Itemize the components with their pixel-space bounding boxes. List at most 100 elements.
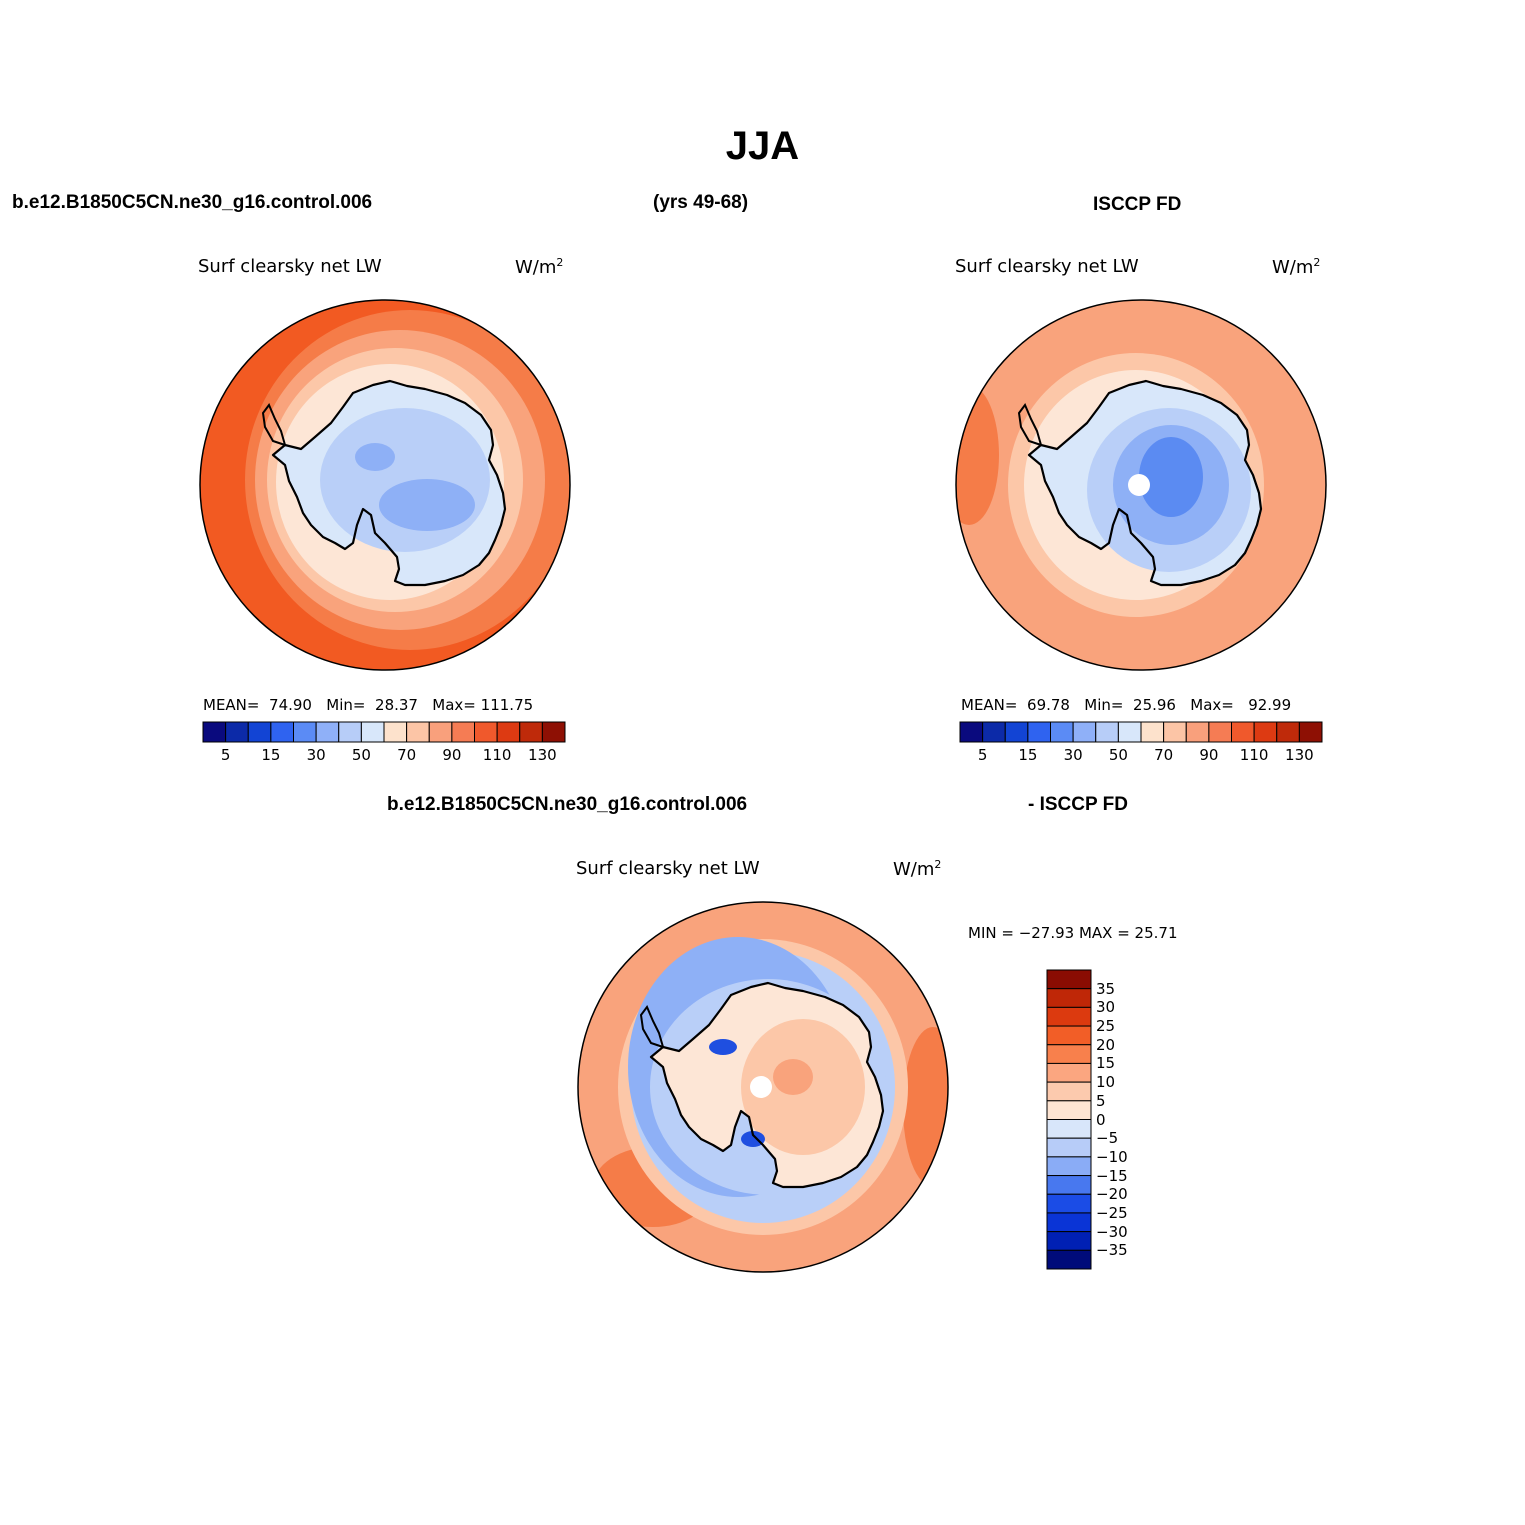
model-colorbar-ticks: 5 15 30 50 70 90 110 130: [203, 746, 565, 766]
map-border: [199, 299, 571, 671]
colorbar-tick-label: 0: [1096, 1110, 1106, 1129]
colorbar-swatch: [1046, 1100, 1092, 1120]
pole-hole: [750, 1076, 772, 1098]
field-east-orange: [903, 1027, 948, 1187]
obs-mean-value: 69.78: [1027, 696, 1070, 714]
right-case-label: ISCCP FD: [1093, 194, 1182, 215]
colorbar-tick-label: −25: [1096, 1203, 1128, 1222]
colorbar-tick-label: −10: [1096, 1147, 1128, 1166]
colorbar-tick-label: 70: [397, 746, 417, 764]
colorbar-swatch: [1004, 721, 1029, 743]
colorbar-swatch: [1046, 1156, 1092, 1177]
map-field-layer: [956, 300, 1326, 670]
obs-colorbar: [959, 721, 1323, 743]
obs-colorbar-ticks: 5 15 30 50 70 90 110 130: [960, 746, 1322, 766]
field-west-orange: [956, 385, 999, 525]
colorbar-swatch: [338, 721, 362, 743]
diff-colorbar: [1046, 969, 1092, 1270]
colorbar-swatch: [1046, 1193, 1092, 1214]
colorbar-swatch: [428, 721, 453, 743]
colorbar-tick-label: 15: [1018, 746, 1038, 764]
colorbar-swatch: [1046, 1231, 1092, 1251]
colorbar-swatch: [247, 721, 272, 743]
colorbar-swatch: [1140, 721, 1165, 743]
model-colorbar: [202, 721, 566, 743]
colorbar-swatch: [270, 721, 294, 743]
colorbar-swatch: [1046, 988, 1092, 1008]
colorbar-tick-label: −15: [1096, 1166, 1128, 1185]
diff-variable-label: Surf clearsky net LW: [576, 858, 760, 879]
map-border: [577, 901, 949, 1273]
colorbar-swatch: [406, 721, 430, 743]
colorbar-swatch: [1117, 721, 1142, 743]
antarctic-peninsula-coastline: [639, 1005, 665, 1049]
colorbar-swatch: [1046, 1081, 1092, 1102]
colorbar-tick-label: 30: [306, 746, 326, 764]
antarctic-peninsula-coastline: [261, 403, 287, 447]
obs-min-value: 25.96: [1133, 696, 1176, 714]
colorbar-tick-label: 5: [220, 746, 231, 764]
colorbar-tick-label: 30: [1063, 746, 1083, 764]
colorbar-tick-label: −5: [1096, 1129, 1119, 1148]
colorbar-tick-label: 70: [1154, 746, 1174, 764]
field-ross-deep-blue: [741, 1131, 765, 1147]
colorbar-swatch: [1046, 1044, 1092, 1064]
antarctic-peninsula-coastline: [1017, 403, 1043, 447]
colorbar-swatch: [1027, 721, 1051, 743]
colorbar-swatch: [1046, 1119, 1092, 1139]
field-plateau-mid-blue: [379, 479, 475, 531]
colorbar-tick-label: 30: [1096, 998, 1116, 1017]
colorbar-tick-label: 90: [1199, 746, 1219, 764]
model-variable-label: Surf clearsky net LW: [198, 256, 382, 277]
colorbar-tick-label: 90: [442, 746, 462, 764]
obs-variable-label: Surf clearsky net LW: [955, 256, 1139, 277]
colorbar-swatch: [1276, 721, 1300, 743]
model-max-value: 111.75: [480, 696, 534, 714]
colorbar-swatch: [1046, 1249, 1092, 1270]
colorbar-tick-label: 5: [977, 746, 988, 764]
colorbar-swatch: [1072, 721, 1097, 743]
colorbar-tick-label: 50: [351, 746, 371, 764]
colorbar-swatch: [1046, 1006, 1092, 1027]
colorbar-swatch: [1046, 1212, 1092, 1233]
colorbar-tick-label: 15: [261, 746, 281, 764]
years-label: (yrs 49-68): [653, 192, 749, 213]
colorbar-swatch: [1046, 1137, 1092, 1158]
colorbar-swatch: [959, 721, 984, 743]
colorbar-tick-label: 5: [1096, 1091, 1106, 1110]
colorbar-tick-label: 35: [1096, 979, 1116, 998]
colorbar-swatch: [982, 721, 1006, 743]
diff-case-label: b.e12.B1850C5CN.ne30_g16.control.006: [387, 794, 748, 815]
antarctica-coastline: [1027, 379, 1263, 587]
colorbar-tick-label: 130: [1285, 746, 1314, 764]
colorbar-swatch: [1298, 721, 1323, 743]
model-stats: MEAN= 74.90 Min= 28.37 Max= 111.75: [203, 696, 534, 714]
field-plateau-blue: [1139, 437, 1203, 517]
colorbar-tick-label: −20: [1096, 1185, 1128, 1204]
colorbar-swatch: [519, 721, 543, 743]
colorbar-swatch: [1208, 721, 1232, 743]
colorbar-swatch: [383, 721, 408, 743]
colorbar-swatch: [451, 721, 475, 743]
colorbar-tick-label: −30: [1096, 1222, 1128, 1241]
model-mean-value: 74.90: [269, 696, 312, 714]
colorbar-swatch: [1231, 721, 1255, 743]
diff-ref-label: - ISCCP FD: [1028, 794, 1128, 815]
field-weddell-deep-blue: [709, 1039, 737, 1055]
obs-units-label: W/m2: [1272, 256, 1321, 278]
colorbar-swatch: [202, 721, 227, 743]
colorbar-swatch: [1046, 1062, 1092, 1083]
colorbar-tick-label: 25: [1096, 1017, 1116, 1036]
colorbar-swatch: [541, 721, 566, 743]
colorbar-tick-label: −35: [1096, 1241, 1128, 1260]
colorbar-swatch: [315, 721, 340, 743]
colorbar-tick-label: 110: [1239, 746, 1269, 764]
colorbar-tick-label: 130: [528, 746, 557, 764]
pole-hole: [1128, 474, 1150, 496]
colorbar-swatch: [360, 721, 385, 743]
colorbar-swatch: [1050, 721, 1074, 743]
colorbar-swatch: [1046, 1025, 1092, 1046]
left-case-label: b.e12.B1850C5CN.ne30_g16.control.006: [12, 192, 373, 213]
obs-stats: MEAN= 69.78 Min= 25.96 Max= 92.99: [961, 696, 1292, 714]
model-min-value: 28.37: [375, 696, 418, 714]
